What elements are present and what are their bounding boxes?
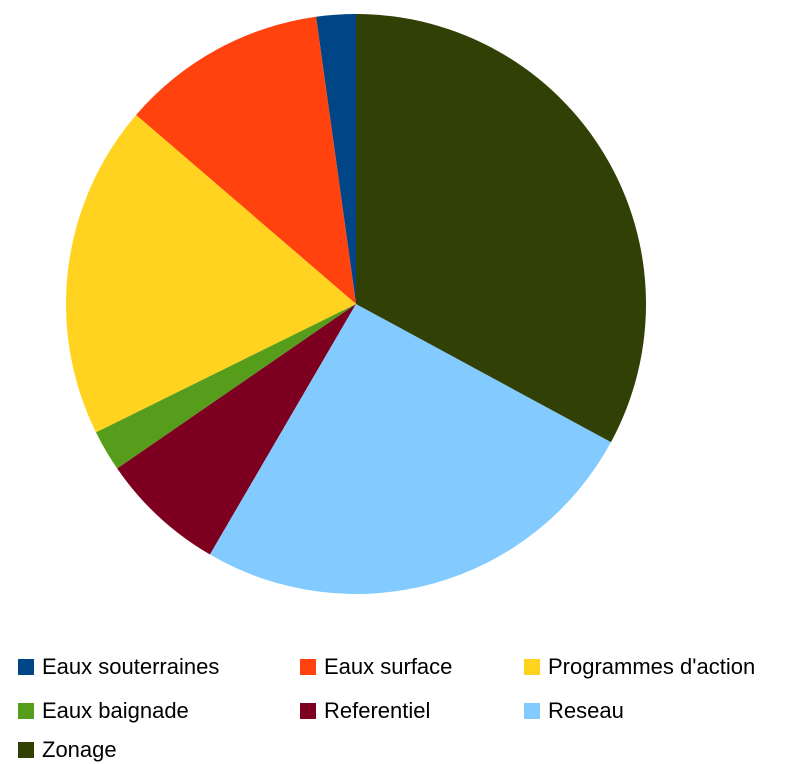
legend-label: Zonage bbox=[42, 737, 117, 763]
legend-label: Reseau bbox=[548, 698, 624, 724]
legend-item-reseau: Reseau bbox=[524, 698, 624, 724]
legend-item-programmes-daction: Programmes d'action bbox=[524, 654, 755, 680]
legend-label: Eaux souterraines bbox=[42, 654, 219, 680]
legend-swatch bbox=[18, 742, 34, 758]
legend-swatch bbox=[524, 703, 540, 719]
legend-item-referentiel: Referentiel bbox=[300, 698, 430, 724]
legend-label: Eaux baignade bbox=[42, 698, 189, 724]
legend-swatch bbox=[18, 659, 34, 675]
legend-label: Programmes d'action bbox=[548, 654, 755, 680]
legend-item-eaux-baignade: Eaux baignade bbox=[18, 698, 189, 724]
legend-item-eaux-surface: Eaux surface bbox=[300, 654, 452, 680]
legend-label: Referentiel bbox=[324, 698, 430, 724]
legend-swatch bbox=[524, 659, 540, 675]
legend-item-eaux-souterraines: Eaux souterraines bbox=[18, 654, 219, 680]
legend-label: Eaux surface bbox=[324, 654, 452, 680]
legend-item-zonage: Zonage bbox=[18, 737, 117, 763]
legend-swatch bbox=[18, 703, 34, 719]
legend-swatch bbox=[300, 659, 316, 675]
legend-swatch bbox=[300, 703, 316, 719]
